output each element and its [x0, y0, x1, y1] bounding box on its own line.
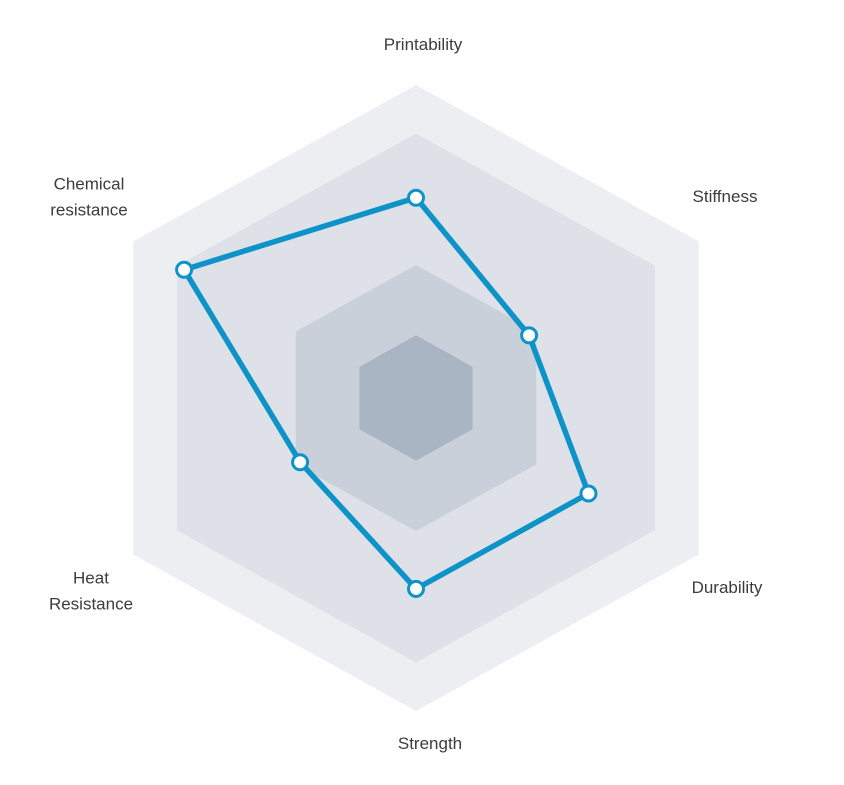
axis-label-chemical-resistance: Chemical resistance	[50, 174, 128, 220]
axis-label-printability: Printability	[383, 34, 463, 54]
data-point-strength	[407, 579, 425, 598]
grid-ring-4	[359, 335, 473, 461]
data-point-printability	[407, 188, 425, 207]
axis-label-durability: Durability	[691, 577, 763, 597]
axis-label-stiffness: Stiffness	[692, 186, 758, 206]
axis-label-heat-resistance: Heat Resistance	[48, 568, 134, 614]
data-point-stiffness	[520, 326, 539, 345]
data-point-heat-resistance	[291, 453, 310, 472]
data-point-durability	[579, 484, 598, 503]
axis-label-strength: Strength	[397, 733, 463, 753]
data-point-chemical-resistance	[175, 260, 194, 279]
